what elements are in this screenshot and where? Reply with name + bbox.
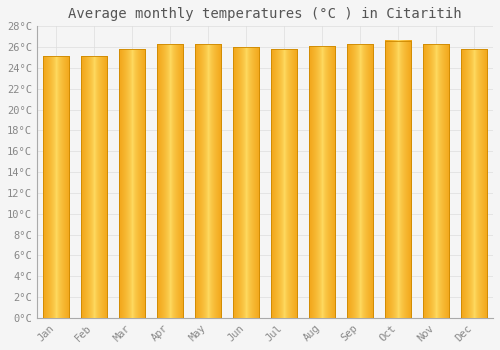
Bar <box>232 47 259 318</box>
Bar <box>346 44 374 318</box>
Bar <box>422 44 450 318</box>
Bar <box>80 56 107 318</box>
Bar <box>118 49 145 318</box>
Bar <box>42 56 69 318</box>
Bar <box>460 49 487 318</box>
Bar <box>156 44 183 318</box>
Bar <box>384 41 411 318</box>
Bar <box>194 44 221 318</box>
Bar <box>308 46 336 318</box>
Title: Average monthly temperatures (°C ) in Citaritih: Average monthly temperatures (°C ) in Ci… <box>68 7 462 21</box>
Bar <box>270 49 297 318</box>
